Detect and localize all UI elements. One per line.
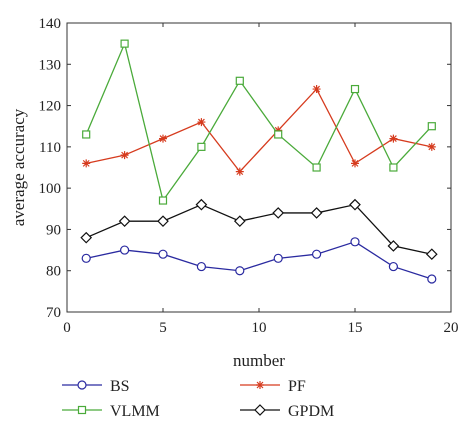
data-point-bs [119, 245, 130, 255]
y-axis-ticks: 70 80 90 100 110 120 130 140 [39, 16, 451, 321]
data-point-vlmm [274, 130, 283, 139]
data-point-gpdm [233, 215, 246, 228]
series-line-bs [86, 241, 432, 280]
data-point-vlmm [82, 130, 91, 139]
legend-marker-gpdm [254, 404, 266, 416]
series-line-pf [86, 87, 432, 173]
data-point-pf [389, 134, 398, 143]
legend-label-pf: PF [288, 378, 306, 395]
data-point-pf [312, 85, 321, 94]
x-tick-label: 20 [444, 320, 459, 336]
data-point-vlmm [350, 84, 360, 94]
data-point-pf [82, 159, 91, 168]
legend-label-bs: BS [110, 378, 130, 395]
data-point-vlmm [120, 39, 129, 48]
y-tick-label: 130 [39, 57, 62, 73]
series-pf [82, 85, 436, 176]
data-point-bs [350, 237, 360, 247]
data-point-vlmm [312, 163, 321, 172]
x-axis-ticks: 0 5 10 15 20 [63, 23, 459, 336]
legend-item-bs: BS [62, 378, 130, 395]
x-tick-label: 10 [252, 320, 267, 336]
legend-item-vlmm: VLMM [62, 403, 160, 420]
data-point-bs [312, 249, 322, 259]
data-point-vlmm [235, 76, 244, 85]
x-tick-label: 0 [63, 320, 71, 336]
legend-item-pf: PF [240, 378, 306, 395]
data-point-gpdm [425, 248, 438, 261]
data-point-gpdm [118, 215, 131, 228]
y-tick-label: 90 [46, 222, 61, 238]
data-point-gpdm [272, 207, 285, 219]
data-point-gpdm [195, 198, 208, 211]
data-point-vlmm [427, 122, 436, 131]
y-tick-label: 100 [39, 181, 62, 197]
legend: BS PF VLMM GPDM [62, 378, 334, 420]
y-tick-label: 140 [39, 16, 62, 32]
y-tick-label: 120 [39, 99, 62, 115]
data-point-bs [158, 249, 168, 259]
y-axis-label: average accuracy [9, 108, 28, 226]
y-tick-label: 80 [46, 264, 61, 280]
legend-label-vlmm: VLMM [110, 403, 160, 420]
data-point-vlmm [158, 196, 168, 205]
data-point-gpdm [387, 240, 400, 252]
data-point-bs [196, 261, 206, 272]
data-point-bs [388, 261, 398, 272]
data-point-pf [120, 151, 129, 160]
data-point-vlmm [389, 163, 398, 172]
data-point-gpdm [157, 215, 169, 228]
y-tick-label: 70 [46, 305, 61, 321]
data-point-pf [197, 118, 206, 127]
data-point-bs [81, 253, 91, 263]
data-point-pf [427, 142, 436, 151]
data-point-bs [273, 253, 283, 263]
data-point-gpdm [310, 207, 323, 219]
legend-marker-vlmm [77, 405, 87, 415]
data-point-pf [235, 167, 244, 176]
x-tick-label: 5 [159, 320, 167, 336]
series-bs [81, 237, 437, 284]
legend-marker-bs [77, 380, 87, 390]
data-point-gpdm [80, 231, 93, 244]
data-point-gpdm [349, 198, 361, 211]
data-point-pf [274, 126, 283, 135]
series-vlmm [82, 39, 436, 205]
data-point-bs [427, 274, 437, 284]
series-gpdm [80, 198, 438, 261]
data-point-vlmm [197, 142, 206, 151]
data-point-pf [351, 159, 359, 168]
legend-marker-pf [256, 381, 264, 389]
series-line-gpdm [85, 203, 432, 255]
legend-item-gpdm: GPDM [240, 403, 334, 420]
data-point-pf [159, 134, 167, 143]
y-tick-label: 110 [39, 140, 61, 156]
legend-label-gpdm: GPDM [288, 403, 334, 420]
series-line-vlmm [85, 41, 433, 203]
x-axis-label: number [233, 351, 285, 370]
series-layer [80, 39, 438, 284]
data-point-bs [235, 266, 245, 276]
x-tick-label: 15 [348, 320, 363, 336]
